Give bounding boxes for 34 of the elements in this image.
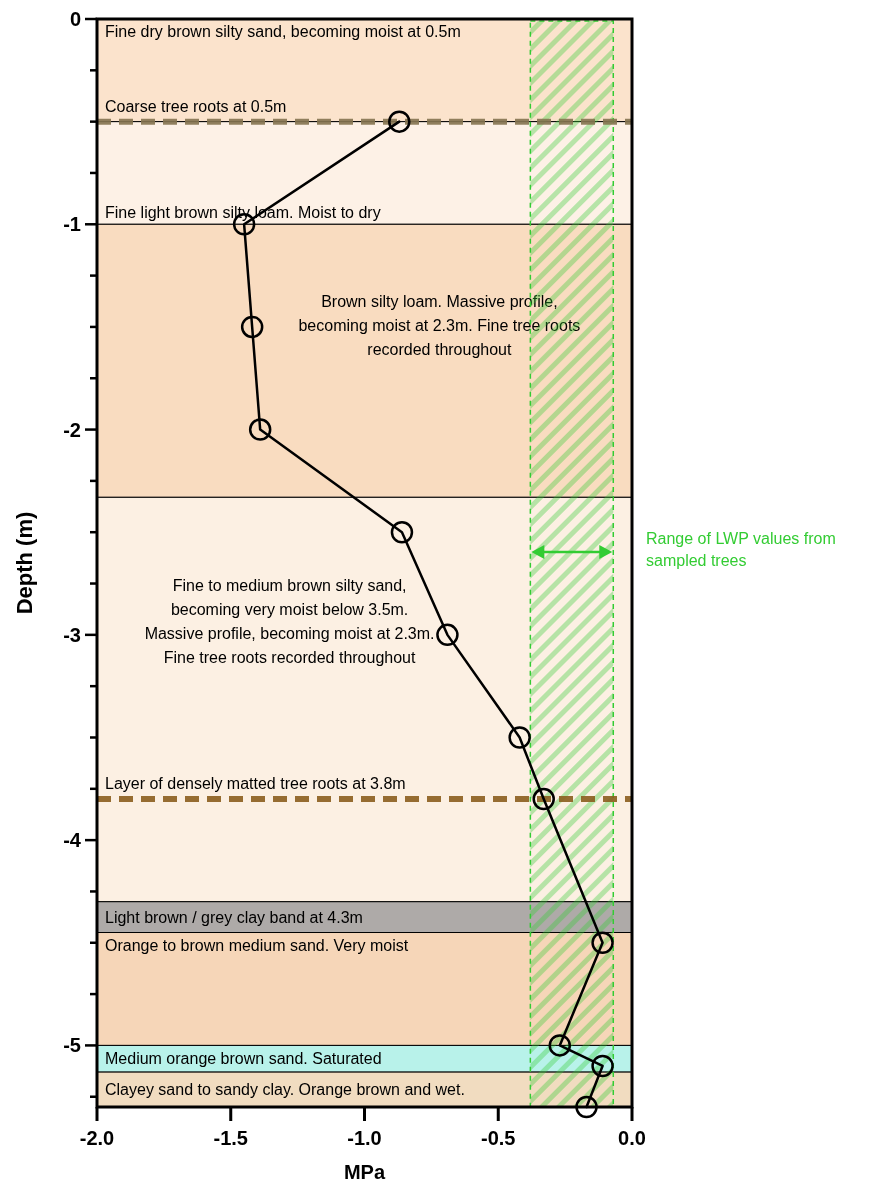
point — [575, 1095, 598, 1119]
x-tick-label: -1.0 — [347, 1127, 382, 1149]
point — [591, 931, 614, 955]
band-label: Medium orange brown sand. Saturated — [105, 1050, 382, 1068]
x-axis-title: MPa — [343, 1161, 386, 1183]
ref-line-label: Coarse tree roots at 0.5m — [105, 97, 287, 115]
point — [390, 520, 414, 544]
band-label: Fine dry brown silty sand, becoming moist at 0.5m — [105, 23, 461, 40]
band-label: Light brown / grey clay band at 4.3m — [105, 908, 363, 926]
y-tick-label: -4 — [63, 829, 82, 852]
band-label: Range of LWP values from sampled trees — [646, 530, 836, 570]
point — [436, 623, 459, 647]
point — [388, 110, 411, 133]
y-tick-label: -5 — [63, 1034, 81, 1057]
band-label: Clayey sand to sandy clay. Orange brown and wet. — [105, 1081, 465, 1099]
y-tick-label: -3 — [63, 623, 81, 646]
y-tick-label: 0 — [69, 8, 81, 30]
x-tick-label: -0.5 — [481, 1127, 516, 1149]
y-tick-label: -1 — [63, 213, 81, 236]
point — [532, 787, 555, 811]
band-label: Fine to medium brown silty sand, becoming very moist below 3.5m. Massive profile, becoming moist at 2.3m. Fine tree roots recorded throughout — [144, 576, 435, 666]
x-tick-label: -1.5 — [213, 1127, 248, 1149]
x-tick-label: -2.0 — [79, 1127, 115, 1149]
band-label: Orange to brown medium sand. Very moist — [105, 936, 409, 954]
point — [508, 726, 531, 749]
point — [248, 418, 272, 441]
point — [240, 315, 264, 339]
ref-line-label: Layer of densely matted tree roots at 3.8m — [105, 775, 406, 793]
x-tick-label: 0.0 — [618, 1127, 646, 1149]
band-label: Brown silty loam. Massive profile, becoming moist at 2.3m. Fine tree roots recorded throughout — [298, 292, 581, 358]
y-tick-label: -2 — [63, 418, 81, 441]
point — [591, 1054, 614, 1078]
point — [548, 1034, 572, 1057]
y-axis-title: Depth (m) — [12, 511, 37, 615]
